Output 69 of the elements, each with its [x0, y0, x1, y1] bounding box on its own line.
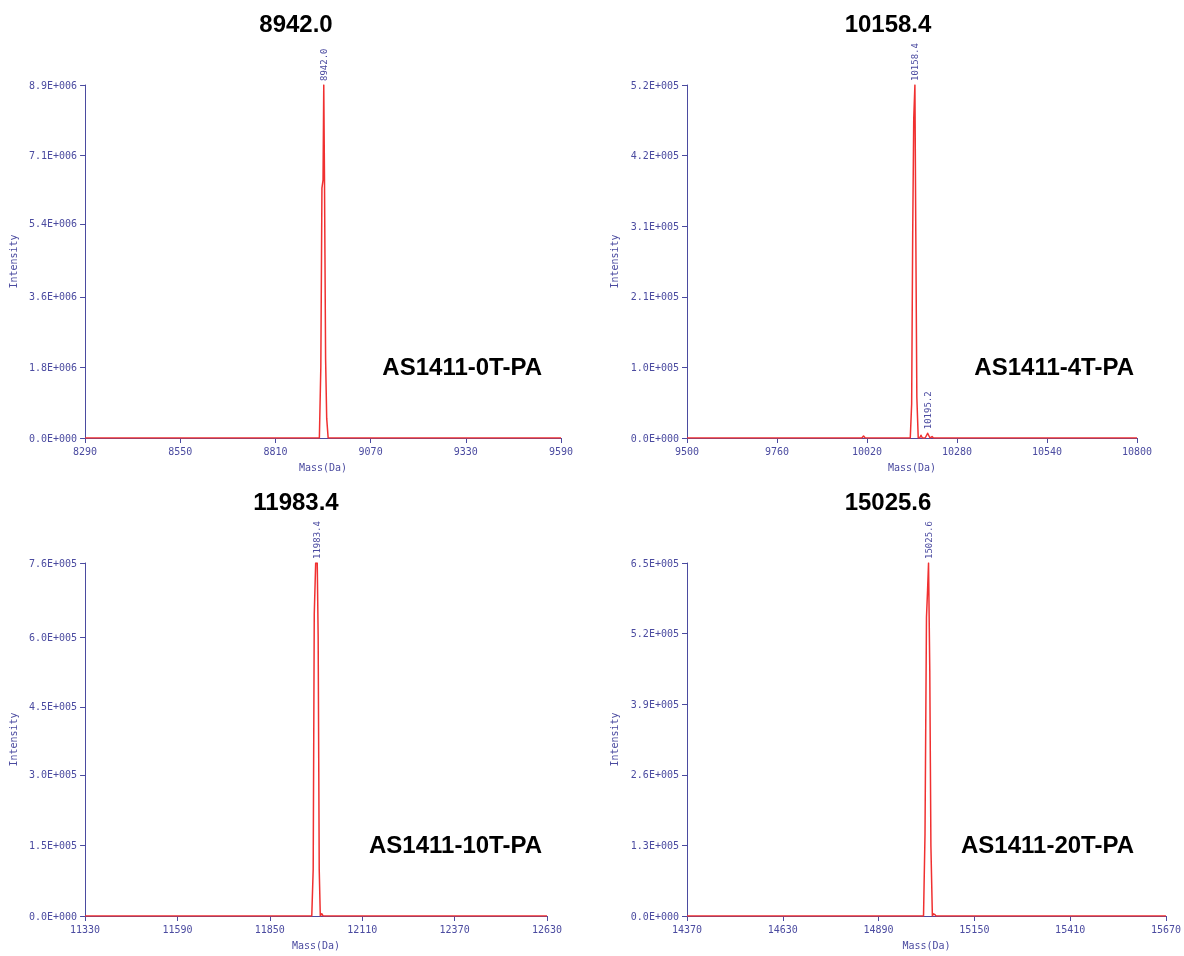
annotation: 10195.2: [922, 391, 933, 430]
y-tick-label: 5.4E+006: [28, 218, 78, 230]
y-tick-label: 0.0E+000: [630, 910, 679, 922]
x-tick-label: 10280: [941, 445, 973, 457]
x-axis-title: Mass(Da): [298, 461, 348, 473]
y-tick-label: 4.5E+005: [28, 701, 78, 713]
y-tick-label: 3.0E+005: [28, 769, 78, 781]
x-tick-label: 14370: [671, 923, 703, 935]
x-tick-label: 15150: [959, 923, 990, 935]
x-tick-label: 9330: [453, 445, 478, 457]
x-tick-label: 15410: [1055, 923, 1086, 935]
y-tick-label: 6.5E+005: [630, 557, 679, 569]
y-tick-label: 1.0E+005: [630, 361, 679, 373]
x-tick-label: 12110: [347, 923, 378, 935]
annotation: AS1411-4T-PA: [974, 352, 1135, 380]
x-tick-label: 8550: [168, 445, 193, 457]
y-tick-label: 5.2E+005: [630, 79, 679, 91]
x-tick-label: 10800: [1121, 445, 1153, 457]
y-tick-label: 3.9E+005: [630, 698, 679, 710]
y-axis-title: Intensity: [609, 712, 621, 767]
y-tick-label: 0.0E+000: [28, 432, 78, 444]
x-axis-title: Mass(Da): [887, 461, 937, 473]
x-tick-label: 11590: [162, 923, 193, 935]
annotation: 11983.4: [312, 521, 323, 559]
y-tick-label: 0.0E+000: [28, 910, 78, 922]
y-tick-label: 6.0E+005: [28, 631, 78, 643]
y-tick-label: 0.0E+000: [630, 432, 679, 444]
y-tick-label: 1.3E+005: [630, 839, 679, 851]
chart-title: 8942.0: [259, 9, 333, 37]
x-tick-label: 10020: [851, 445, 883, 457]
y-tick-label: 1.5E+005: [28, 839, 78, 851]
annotation: AS1411-10T-PA: [369, 830, 542, 858]
x-tick-label: 11330: [70, 923, 101, 935]
x-tick-label: 12630: [531, 923, 563, 935]
y-tick-label: 3.1E+005: [630, 220, 679, 232]
x-tick-label: 9070: [358, 445, 383, 457]
x-tick-label: 10540: [1031, 445, 1063, 457]
x-tick-label: 9760: [764, 445, 790, 457]
chart-title: 11983.4: [253, 487, 340, 515]
y-tick-label: 4.2E+005: [630, 150, 679, 162]
chart-title: 15025.6: [844, 487, 932, 515]
y-axis-title: Intensity: [7, 234, 19, 289]
annotation: AS1411-0T-PA: [382, 352, 543, 380]
chart-title: 10158.4: [844, 9, 933, 37]
y-tick-label: 2.6E+005: [630, 769, 679, 781]
x-tick-label: 9500: [674, 445, 700, 457]
y-tick-label: 2.1E+005: [630, 291, 679, 303]
y-tick-label: 3.6E+006: [28, 291, 78, 303]
x-tick-label: 9590: [548, 445, 574, 457]
annotation: 8942.0: [318, 48, 329, 81]
annotation: 10158.4: [909, 43, 920, 81]
x-tick-label: 11850: [254, 923, 285, 935]
y-tick-label: 7.6E+005: [28, 557, 78, 569]
y-tick-label: 7.1E+006: [28, 150, 78, 162]
x-tick-label: 14630: [767, 923, 798, 935]
x-axis-title: Mass(Da): [902, 939, 951, 951]
y-tick-label: 1.8E+006: [28, 361, 78, 373]
y-axis-title: Intensity: [7, 712, 19, 767]
y-axis-title: Intensity: [609, 234, 621, 289]
annotation: AS1411-20T-PA: [961, 830, 1134, 858]
x-tick-label: 14890: [863, 923, 894, 935]
x-tick-label: 8810: [263, 445, 288, 457]
x-tick-label: 8290: [73, 445, 98, 457]
x-tick-label: 15670: [1150, 923, 1181, 935]
annotation: 15025.6: [923, 521, 934, 559]
x-tick-label: 12370: [439, 923, 470, 935]
y-tick-label: 8.9E+006: [28, 79, 78, 91]
y-tick-label: 5.2E+005: [630, 628, 679, 640]
x-axis-title: Mass(Da): [291, 939, 341, 951]
